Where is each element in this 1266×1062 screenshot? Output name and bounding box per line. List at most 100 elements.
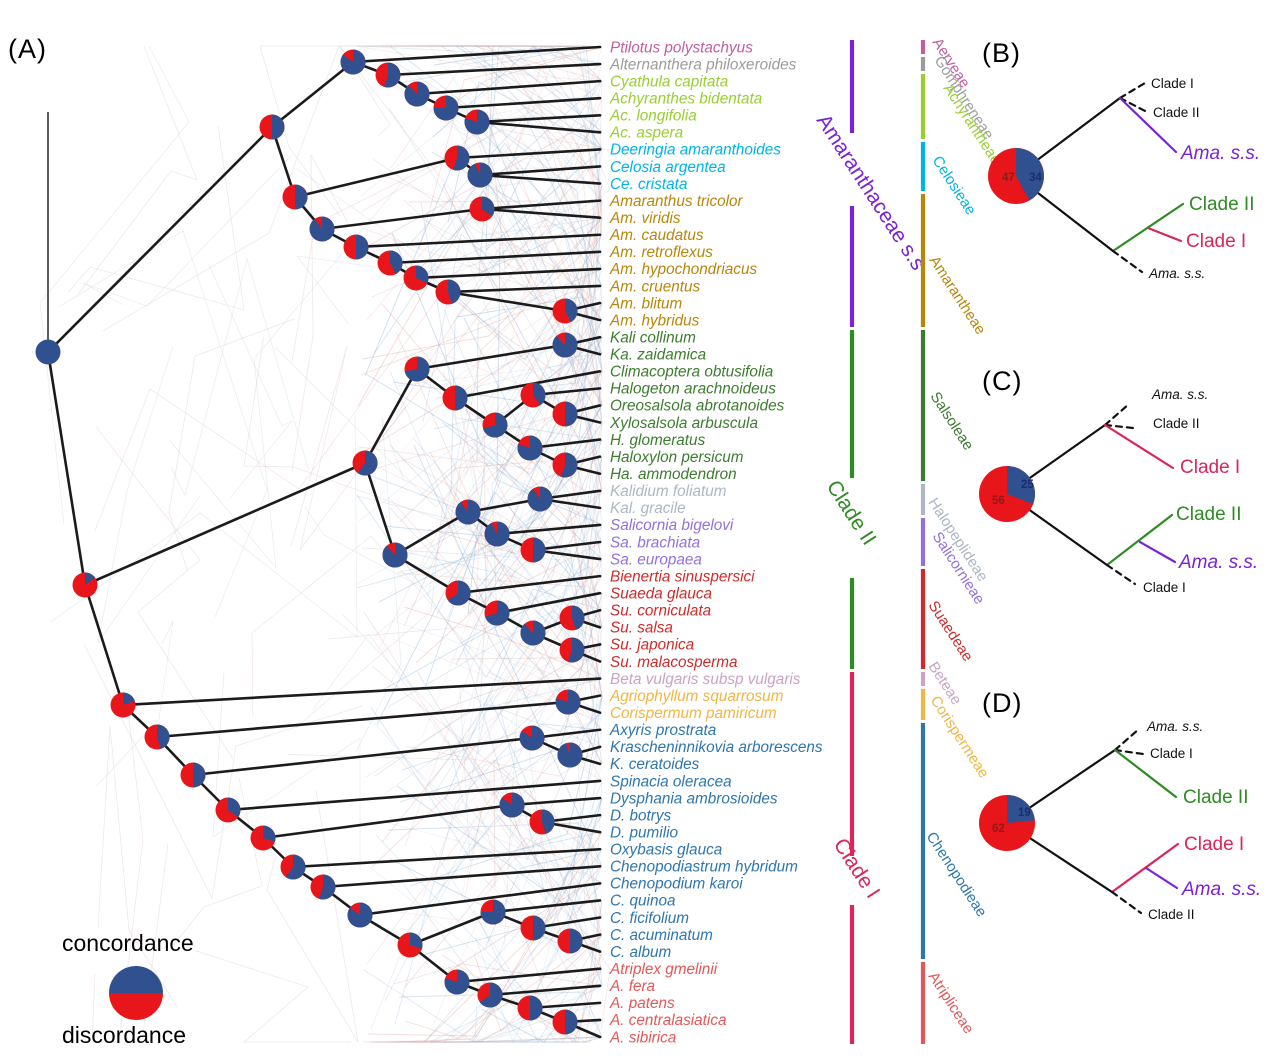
tree-branch bbox=[455, 148, 602, 160]
node-pie bbox=[520, 915, 546, 941]
tip-label: Am. hypochondriacus bbox=[609, 261, 757, 278]
tree-branch bbox=[475, 113, 602, 124]
alt-topology-branch bbox=[1138, 540, 1177, 564]
clade-label: Amaranthaceae s.s bbox=[812, 110, 930, 274]
panel-c-letter: (C) bbox=[982, 366, 1023, 396]
alt-topology-label: Clade II bbox=[1148, 907, 1195, 922]
node-pie bbox=[433, 95, 459, 121]
tip-label: Chenopodiastrum hybridum bbox=[610, 859, 798, 876]
panel-d: 62 19 Ama. s.s. Clade I Clade II Clade I Ama. … bbox=[979, 719, 1261, 922]
summary-pie bbox=[988, 148, 1044, 204]
tree-branch bbox=[191, 736, 534, 777]
tree-branch bbox=[121, 677, 602, 707]
tip-label: Bienertia sinuspersici bbox=[610, 568, 755, 585]
tree-branch bbox=[478, 165, 602, 177]
tip-label: Am. caudatus bbox=[609, 227, 704, 244]
tribe-label: Suaedeae bbox=[925, 598, 977, 665]
tree-branch bbox=[480, 199, 602, 211]
node-pie bbox=[552, 452, 578, 478]
tree-branch bbox=[155, 700, 570, 739]
node-pie bbox=[180, 762, 206, 788]
alt-topology-label: Clade I bbox=[1186, 231, 1246, 252]
alt-topology-branch-dashed bbox=[1103, 402, 1131, 427]
tip-label: Axyris prostrata bbox=[609, 722, 716, 739]
tree-branch bbox=[444, 96, 602, 110]
alt-topology-branch bbox=[1105, 513, 1174, 567]
alt-topology-branch-dashed bbox=[1110, 890, 1143, 915]
pie-count-discordant: 47 bbox=[1002, 172, 1015, 184]
tip-label: Sa. brachiata bbox=[610, 534, 700, 551]
alt-topology-branch bbox=[1144, 866, 1179, 890]
tip-label: Climacoptera obtusifolia bbox=[610, 364, 773, 381]
node-pie bbox=[557, 742, 583, 768]
tip-label: Su. japonica bbox=[610, 637, 694, 654]
tip-label: Xylosalsola arbuscula bbox=[609, 415, 758, 432]
tree-branch bbox=[320, 207, 484, 231]
tip-label: Am. hybridus bbox=[609, 312, 700, 329]
node-pie bbox=[552, 1009, 578, 1035]
node-pie bbox=[282, 184, 308, 210]
alt-topology-branch-dashed bbox=[1103, 423, 1135, 430]
tip-label: Ka. zaidamica bbox=[610, 347, 706, 364]
alt-topology-branch-dashed bbox=[1111, 249, 1144, 274]
tree-branch bbox=[456, 574, 602, 595]
node-pie bbox=[343, 234, 369, 260]
node-pie bbox=[559, 637, 585, 663]
node-pie bbox=[340, 49, 366, 75]
node-pie bbox=[347, 902, 373, 928]
alt-topology-label: Ama. s.s. bbox=[1151, 387, 1208, 402]
node-pie bbox=[517, 995, 543, 1021]
node-pie bbox=[477, 982, 503, 1008]
tip-label: Halogeton arachnoideus bbox=[610, 381, 776, 398]
tip-label: Kali collinum bbox=[610, 330, 696, 347]
tip-label: Sa. europaea bbox=[610, 551, 702, 568]
alt-topology-branch-dashed bbox=[1118, 96, 1149, 114]
node-pie bbox=[377, 250, 403, 276]
alt-topology-branch bbox=[1146, 226, 1183, 243]
species-tree-edges bbox=[46, 45, 602, 1039]
node-pie bbox=[144, 724, 170, 750]
tip-label: Am. retroflexus bbox=[609, 244, 713, 261]
tip-label: A. fera bbox=[609, 978, 655, 995]
alt-topology-label: Ama. s.s. bbox=[1181, 879, 1261, 900]
node-pie bbox=[110, 692, 136, 718]
tree-branch bbox=[488, 984, 602, 997]
tree-branch bbox=[415, 79, 602, 96]
node-pies bbox=[35, 49, 585, 1035]
tip-label: C. quinoa bbox=[610, 893, 675, 910]
tip-label: Su. salsa bbox=[610, 620, 673, 637]
node-pie bbox=[552, 298, 578, 324]
tip-label: Beta vulgaris subsp vulgaris bbox=[610, 671, 801, 688]
tip-label: H. glomeratus bbox=[610, 432, 706, 449]
panel-c: 56 25 Ama. s.s. Clade II Clade I Clade II Ama.… bbox=[979, 387, 1258, 595]
alt-topology-branch-dashed bbox=[1105, 563, 1137, 586]
node-pie bbox=[527, 486, 553, 512]
node-pie bbox=[517, 435, 543, 461]
clade-label: Clade I bbox=[829, 834, 885, 902]
node-pie bbox=[310, 874, 336, 900]
tip-label: Krascheninnikovia arborescens bbox=[610, 739, 823, 756]
node-pie bbox=[442, 385, 468, 411]
node-pie bbox=[529, 809, 555, 835]
tip-label: Celosia argentea bbox=[610, 159, 726, 176]
tip-label: Dysphania ambrosioides bbox=[610, 790, 778, 807]
tip-label: A. patens bbox=[609, 995, 675, 1012]
alt-topology-branch-dashed bbox=[1113, 727, 1141, 752]
node-pie bbox=[35, 339, 61, 365]
legend-pie bbox=[109, 966, 163, 1020]
tree-branch bbox=[270, 60, 355, 129]
alt-topology-label: Clade I bbox=[1184, 834, 1244, 855]
tip-label: C. ficifolium bbox=[610, 910, 689, 927]
node-pie bbox=[250, 825, 276, 851]
tree-branch bbox=[495, 591, 602, 615]
tree-branch bbox=[261, 803, 514, 840]
legend-concordance-half bbox=[109, 966, 163, 993]
tree-branch bbox=[226, 779, 602, 812]
tip-label: Spinacia oleracea bbox=[610, 773, 732, 790]
tree-branch bbox=[358, 882, 602, 917]
node-pie bbox=[215, 797, 241, 823]
pie-count-discordant: 62 bbox=[992, 823, 1005, 835]
node-pie bbox=[352, 450, 378, 476]
alt-topology-label: Ama. s.s. bbox=[1146, 719, 1203, 734]
